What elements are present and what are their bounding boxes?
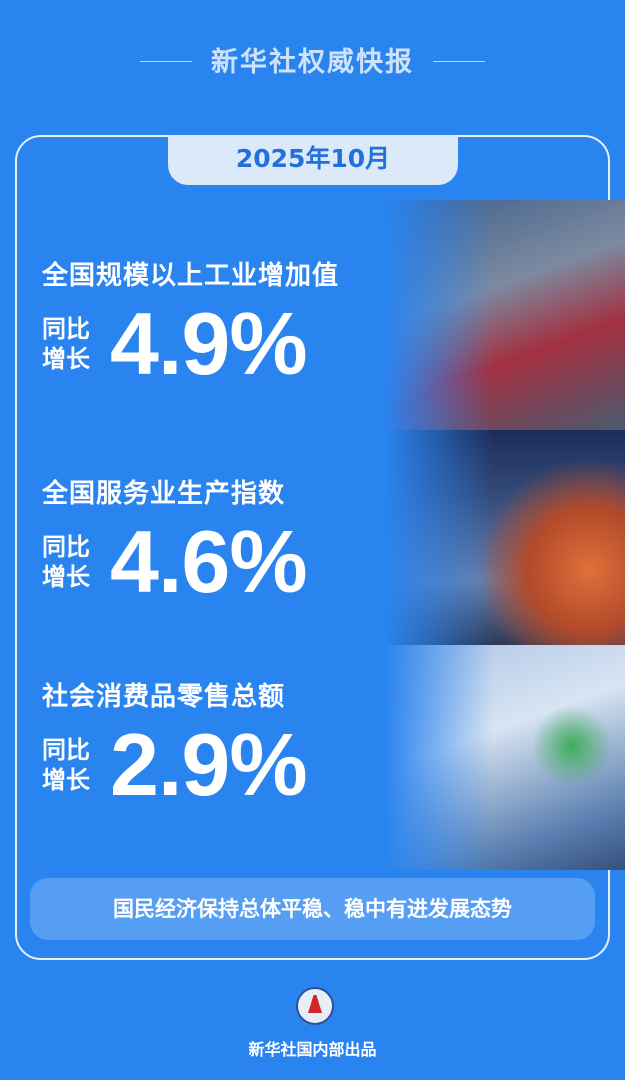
- header-title: 新华社权威快报: [211, 47, 414, 78]
- footer-credit: 新华社国内部出品: [248, 1040, 377, 1059]
- date-tab: 2025年10月: [168, 135, 458, 185]
- stat-title: 全国服务业生产指数: [42, 479, 286, 509]
- slogan-banner: 国民经济保持总体平稳、稳中有进发展态势: [30, 878, 595, 940]
- header-line-right: [433, 61, 485, 62]
- yoy-label: 增长: [42, 766, 90, 794]
- stat-services: 全国服务业生产指数 同比 增长 4.6%: [42, 473, 308, 611]
- yoy-label: 同比: [42, 533, 90, 561]
- yoy-label: 增长: [42, 563, 90, 591]
- stat-retail: 社会消费品零售总额 同比 增长 2.9%: [42, 676, 308, 814]
- yoy-label: 增长: [42, 345, 90, 373]
- stat-value: 4.9%: [110, 294, 308, 393]
- xinhua-logo-icon: [296, 987, 334, 1025]
- stat-value: 2.9%: [110, 715, 308, 814]
- yoy-label: 同比: [42, 736, 90, 764]
- service-photo: [385, 430, 625, 645]
- retail-photo: [385, 645, 625, 870]
- stat-industry: 全国规模以上工业增加值 同比 增长 4.9%: [42, 255, 339, 392]
- yoy-label: 同比: [42, 315, 90, 343]
- stat-value: 4.6%: [110, 512, 308, 611]
- stat-title: 全国规模以上工业增加值: [42, 261, 340, 291]
- stat-title: 社会消费品零售总额: [42, 682, 286, 712]
- industry-photo: [385, 200, 625, 430]
- header-line-left: [140, 61, 192, 62]
